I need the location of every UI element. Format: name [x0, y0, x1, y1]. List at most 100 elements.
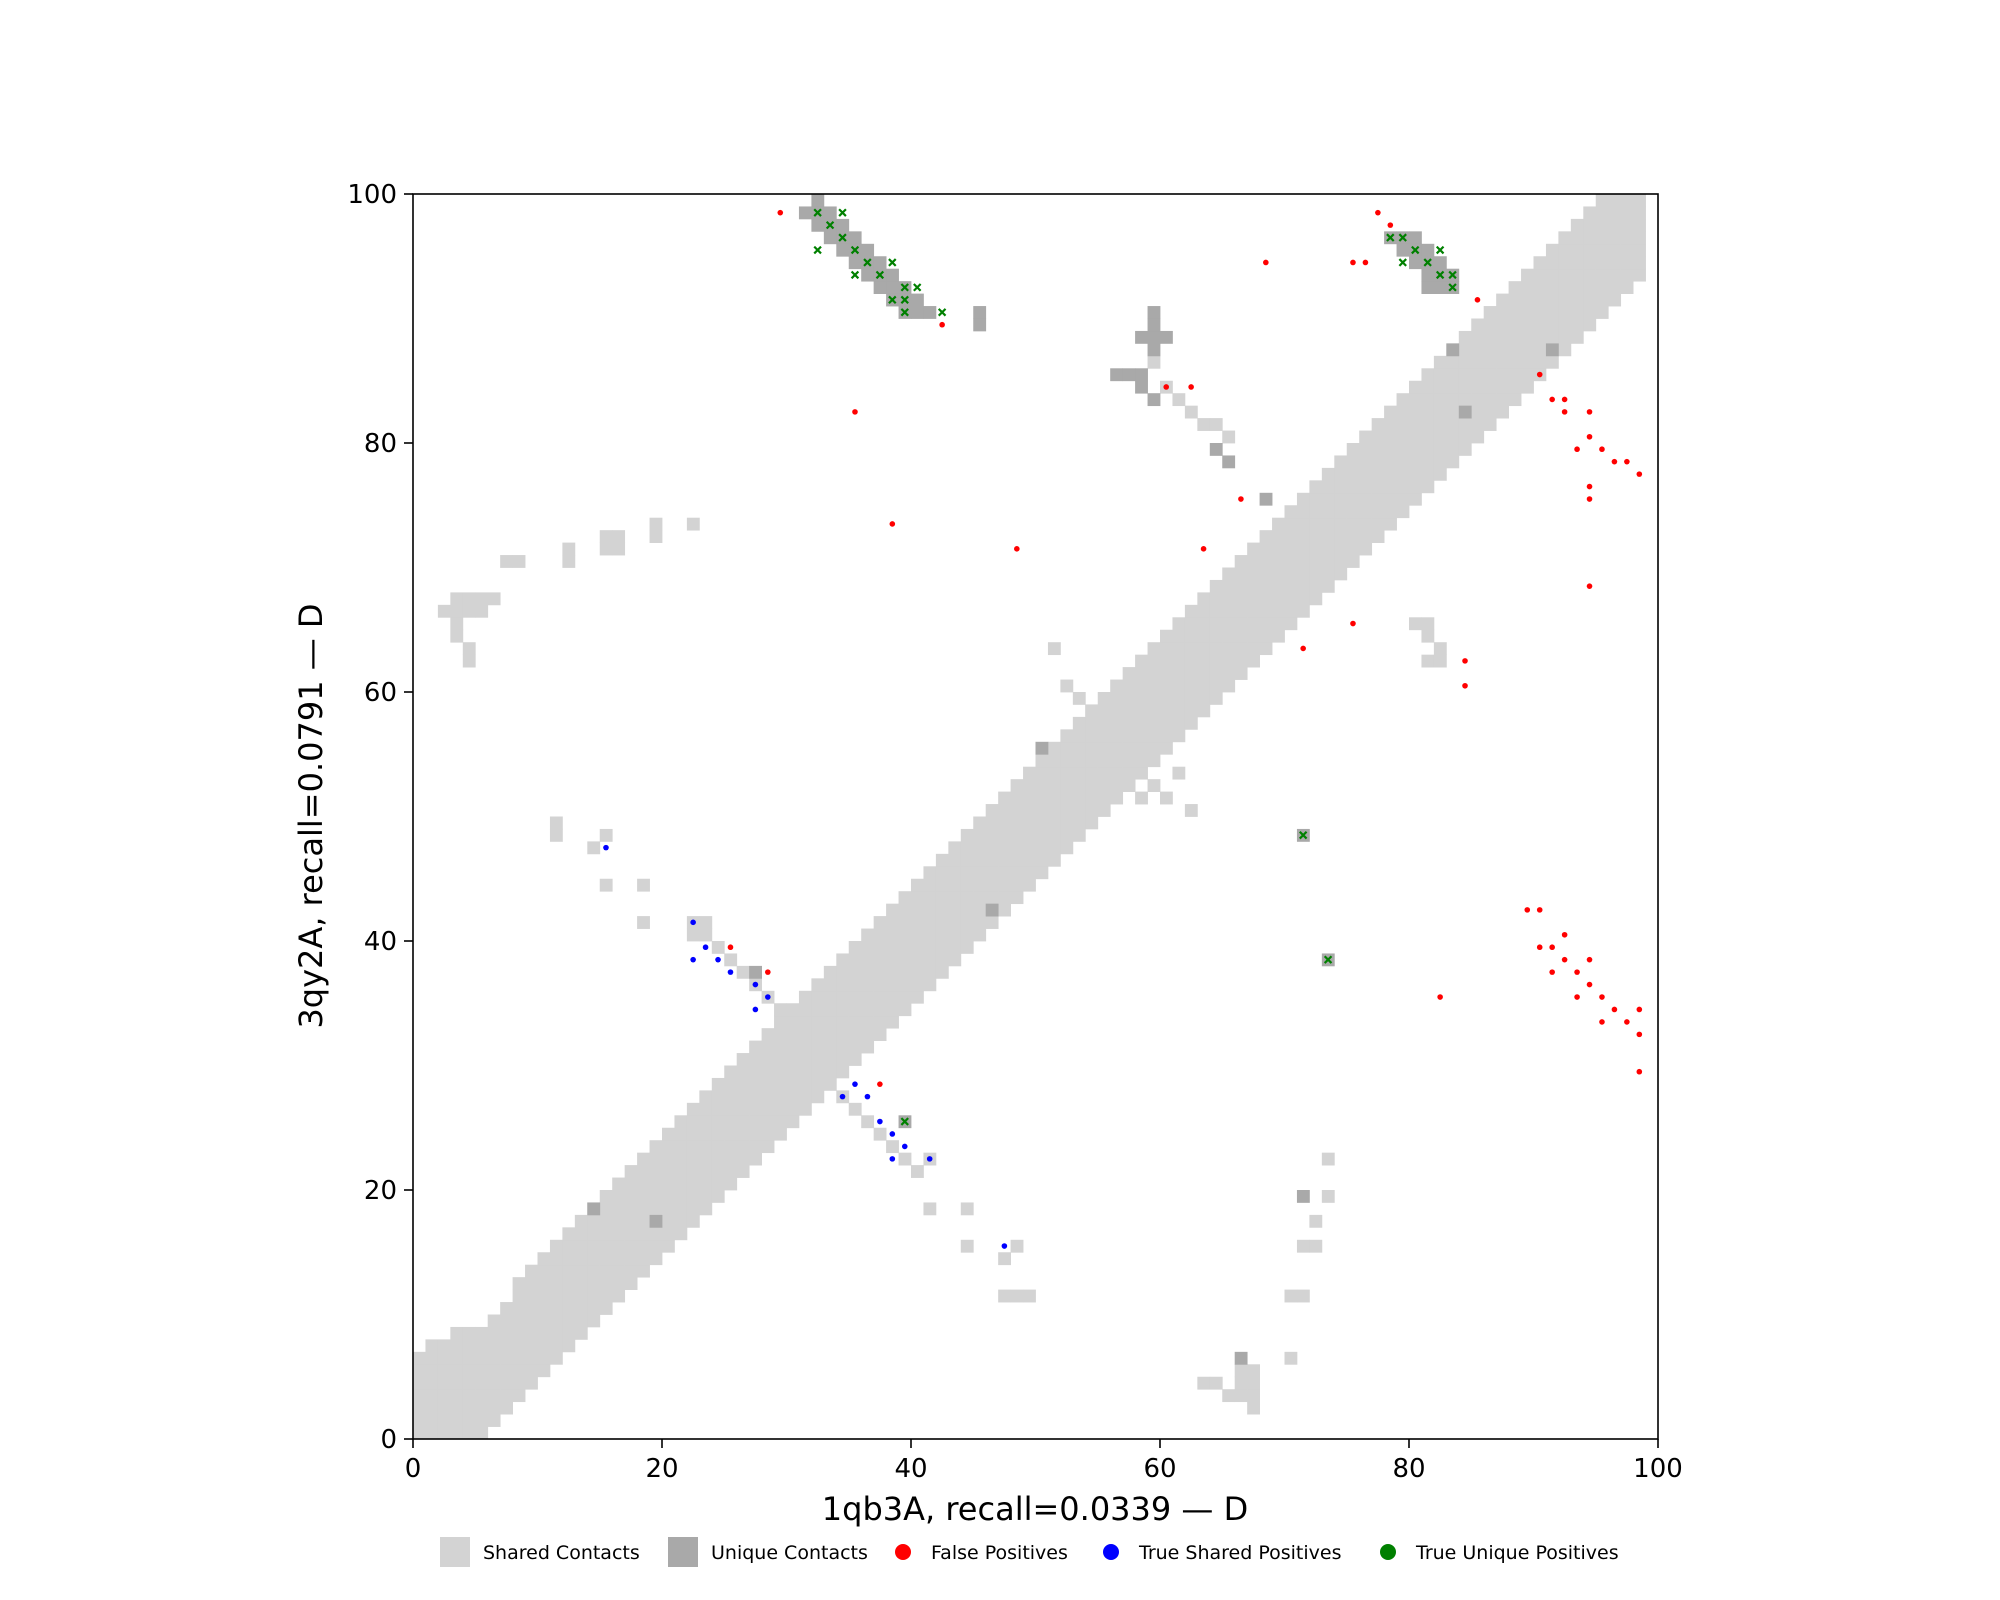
shared-contact-cell [1595, 206, 1609, 220]
shared-contact-cell [736, 1165, 750, 1178]
shared-contact-cell [437, 1351, 451, 1365]
unique-contact-cell [1147, 393, 1161, 407]
shared-contact-cell [462, 642, 476, 656]
shared-contact-cell [1209, 642, 1223, 656]
shared-contact-cell [1620, 243, 1634, 257]
shared-contact-cell [1595, 256, 1609, 270]
shared-contact-cell [1583, 231, 1597, 245]
unique-contact-cell [1545, 343, 1559, 357]
shared-contact-cell [1234, 667, 1248, 680]
shared-contact-cell [662, 1152, 675, 1166]
shared-contact-cell [500, 1314, 513, 1328]
shared-contact-cell [898, 1003, 912, 1017]
shared-contact-cell [1409, 405, 1422, 419]
shared-contact-cell [1135, 766, 1148, 780]
shared-contact-cell [1496, 343, 1509, 357]
shared-contact-cell [1035, 816, 1049, 830]
shared-contact-cell [1172, 629, 1186, 643]
shared-contact-cell [774, 1102, 787, 1116]
shared-contact-cell [1633, 256, 1646, 270]
shared-contact-cell [525, 1351, 538, 1365]
shared-contact-cell [1010, 804, 1024, 817]
shared-contact-cell [1259, 530, 1273, 543]
shared-contact-cell [1296, 604, 1310, 618]
shared-contact-cell [1160, 642, 1173, 656]
shared-contact-cell [475, 1414, 489, 1427]
shared-contact-cell [475, 1326, 489, 1340]
shared-contact-cell [711, 1115, 725, 1129]
shared-contact-cell [1197, 629, 1211, 643]
shared-contact-cell [1533, 256, 1547, 270]
shared-contact-cell [1122, 692, 1136, 705]
shared-contact-cell [1259, 642, 1273, 656]
shared-contact-cell [1396, 505, 1410, 519]
shared-contact-cell [1234, 654, 1248, 668]
shared-contact-cell [998, 841, 1011, 855]
shared-contact-cell [1222, 667, 1236, 680]
shared-contact-cell [1023, 866, 1036, 880]
shared-contact-cell [599, 542, 613, 556]
unique-contact-cell [749, 965, 762, 979]
shared-contact-cell [798, 1040, 812, 1054]
shared-contact-cell [1023, 1289, 1036, 1303]
false-positive-point [1574, 994, 1580, 1000]
false-positive-point [1014, 546, 1020, 552]
shared-contact-cell [1247, 1364, 1260, 1378]
legend-item: True Shared Positives [1103, 1542, 1341, 1564]
shared-contact-cell [1184, 667, 1198, 680]
shared-contact-cell [1508, 318, 1522, 332]
true-shared-positive-point [752, 1006, 759, 1013]
shared-contact-cell [1110, 779, 1124, 792]
shared-contact-cell [1346, 530, 1360, 543]
shared-contact-cell [425, 1376, 439, 1390]
shared-contact-cell [1085, 766, 1099, 780]
shared-contact-cell [599, 1227, 613, 1241]
shared-contact-cell [686, 1140, 700, 1154]
shared-contact-cell [1508, 343, 1522, 357]
shared-contact-cell [1122, 679, 1136, 693]
true-unique-positive-point [1448, 283, 1457, 292]
shared-contact-cell [1558, 318, 1572, 332]
shared-contact-cell [413, 1426, 426, 1440]
shared-contact-cell [736, 1077, 750, 1091]
shared-contact-cell [774, 1028, 787, 1041]
shared-contact-cell [537, 1277, 551, 1290]
shared-contact-cell [1521, 355, 1534, 369]
shared-contact-cell [1433, 355, 1447, 369]
shared-contact-cell [562, 1277, 576, 1290]
shared-contact-cell [749, 1053, 762, 1066]
false-positive-point [1238, 496, 1244, 502]
shared-contact-cell [898, 928, 912, 942]
shared-contact-cell [761, 1127, 775, 1141]
shared-contact-cell [462, 604, 476, 618]
shared-contact-cell [985, 853, 999, 867]
shared-contact-cell [1321, 567, 1335, 581]
shared-contact-cell [1172, 393, 1186, 407]
shared-contact-cell [1047, 766, 1061, 780]
unique-contact-cell [911, 293, 924, 307]
shared-contact-cell [674, 1227, 688, 1241]
shared-contact-cell [487, 1339, 501, 1353]
shared-contact-cell [437, 1376, 451, 1390]
shared-contact-cell [948, 841, 962, 855]
shared-contact-cell [861, 1040, 875, 1054]
y-axis-ticks: 0 20 40 60 80 100 [347, 180, 413, 1455]
shared-contact-cell [1471, 355, 1485, 369]
shared-contact-cell [500, 1364, 513, 1378]
shared-contact-cell [1508, 380, 1522, 394]
shared-contact-cell [1060, 779, 1074, 792]
shared-contact-cell [450, 1414, 464, 1427]
false-positive-point [1362, 259, 1369, 266]
shared-contact-cell [798, 1053, 812, 1066]
shared-contact-cell [1595, 306, 1609, 319]
shared-contact-cell [1371, 430, 1385, 444]
shared-contact-cell [836, 953, 850, 967]
shared-contact-cell [711, 1190, 725, 1203]
shared-contact-cell [686, 1115, 700, 1129]
shared-contact-cell [649, 1239, 663, 1253]
shared-contact-cell [749, 1077, 762, 1091]
shared-contact-cell [911, 1165, 924, 1178]
shared-contact-cell [475, 1351, 489, 1365]
shared-contact-cell [1272, 517, 1285, 531]
shared-contact-cell [1608, 206, 1622, 220]
